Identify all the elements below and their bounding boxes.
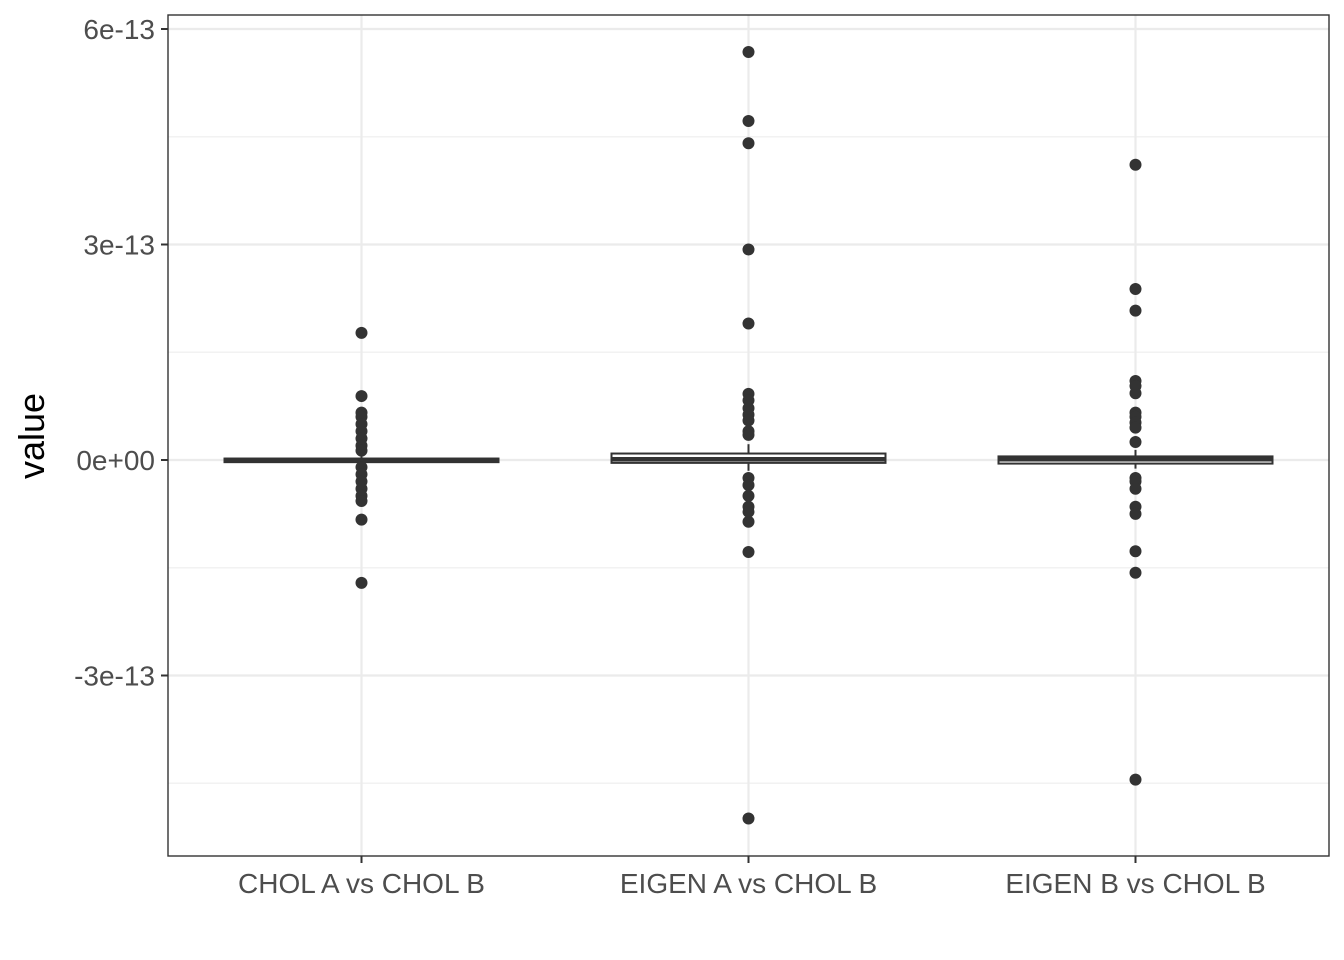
box-2 [610, 444, 887, 471]
outlier-point [742, 515, 755, 528]
outlier-point [355, 513, 368, 526]
outlier-point [355, 494, 368, 507]
outlier-point [1129, 773, 1142, 786]
outlier-point [742, 114, 755, 127]
y-axis: -3e-13 0e+00 3e-13 6e-13 [74, 14, 168, 692]
outlier-point [1129, 283, 1142, 296]
outlier-point [742, 137, 755, 150]
outlier-point [355, 576, 368, 589]
outlier-point [1129, 387, 1142, 400]
outlier-point [742, 414, 755, 427]
outlier-point [1129, 304, 1142, 317]
outlier-points [355, 45, 1142, 825]
outlier-point [742, 812, 755, 825]
outlier-point [742, 428, 755, 441]
box-3 [997, 449, 1274, 469]
outlier-point [1129, 436, 1142, 449]
y-tick-label: 3e-13 [83, 230, 155, 261]
y-tick-label: 0e+00 [76, 445, 155, 476]
outlier-point [1129, 507, 1142, 520]
outlier-point [742, 45, 755, 58]
y-tick-label: -3e-13 [74, 661, 155, 692]
x-tick-label: EIGEN B vs CHOL B [1005, 868, 1265, 899]
y-axis-title: value [11, 393, 52, 479]
outlier-point [742, 545, 755, 558]
x-axis: CHOL A vs CHOL B EIGEN A vs CHOL B EIGEN B… [238, 856, 1266, 899]
x-tick-label: CHOL A vs CHOL B [238, 868, 485, 899]
outlier-point [1129, 158, 1142, 171]
outlier-point [355, 444, 368, 457]
outlier-point [742, 317, 755, 330]
outlier-point [1129, 421, 1142, 434]
outlier-point [1129, 545, 1142, 558]
outlier-point [355, 390, 368, 403]
outlier-point [355, 326, 368, 339]
outlier-point [742, 489, 755, 502]
outlier-point [742, 505, 755, 518]
y-tick-label: 6e-13 [83, 14, 155, 45]
x-tick-label: EIGEN A vs CHOL B [620, 868, 877, 899]
outlier-point [1129, 482, 1142, 495]
outlier-point [1129, 566, 1142, 579]
outlier-point [742, 479, 755, 492]
outlier-point [742, 243, 755, 256]
